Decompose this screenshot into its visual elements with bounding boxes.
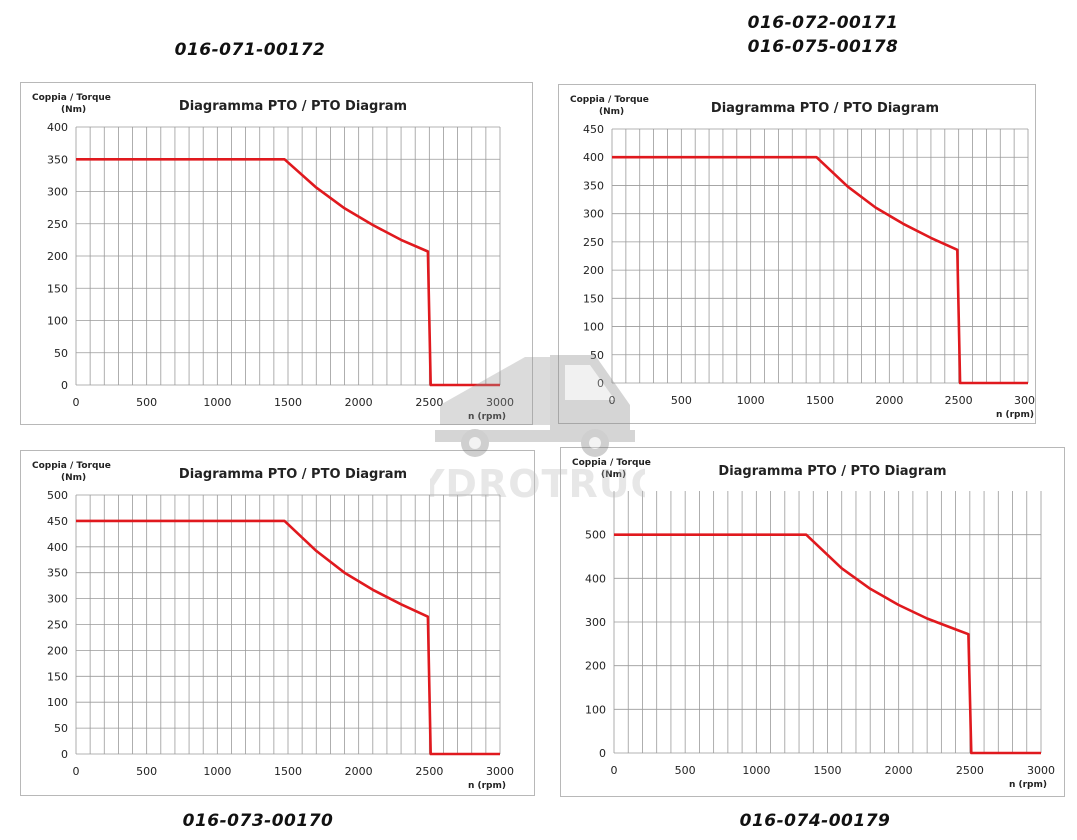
y-axis-label: Coppia / Torque: [32, 461, 111, 471]
x-axis-label: n (rpm): [1009, 780, 1047, 790]
chart-title: Diagramma PTO / PTO Diagram: [718, 464, 946, 479]
torque-curve-line: [76, 158, 500, 387]
x-tick-label: 1000: [737, 394, 765, 407]
pto-chart-panel-4: 0 100 200 300 400 500 0 500 1000 1500 2000 2500 3000…: [560, 447, 1065, 797]
y-tick-label: 0: [61, 379, 68, 392]
y-tick-label: 200: [585, 660, 606, 673]
y-tick-label: 250: [583, 236, 604, 249]
pto-chart-panel-2: 0 50 100 150 200 250 300 350 400 450 0 500 1000 1500 2…: [558, 84, 1036, 424]
pto-chart-svg: 0 100 200 300 400 500 0 500 1000 1500 2000 2500 3000…: [572, 458, 1055, 790]
y-tick-label: 200: [47, 644, 68, 657]
y-tick-label: 300: [585, 616, 606, 629]
y-axis-label: Coppia / Torque: [572, 458, 651, 468]
x-tick-label: 500: [675, 764, 696, 777]
product-code-top-right-1: 016-072-00171: [747, 13, 899, 33]
y-tick-label: 250: [47, 619, 68, 632]
x-tick-label: 2000: [345, 765, 373, 778]
y-tick-label: 400: [47, 541, 68, 554]
chart-title: Diagramma PTO / PTO Diagram: [711, 101, 939, 116]
chart-title: Diagramma PTO / PTO Diagram: [179, 467, 407, 482]
x-axis-label: n (rpm): [996, 410, 1034, 420]
y-tick-label: 100: [47, 315, 68, 328]
y-tick-label: 0: [61, 748, 68, 761]
y-axis-label: Coppia / Torque: [32, 93, 111, 103]
x-tick-label: 2500: [415, 765, 443, 778]
y-tick-label: 0: [599, 747, 606, 760]
y-tick-label: 150: [47, 282, 68, 295]
x-tick-label: 3000: [1014, 394, 1035, 407]
y-tick-label: 0: [597, 377, 604, 390]
y-tick-label: 300: [47, 593, 68, 606]
product-code-bottom-left: 016-073-00170: [182, 811, 334, 831]
x-tick-label: 3000: [486, 396, 514, 409]
y-tick-label: 200: [47, 250, 68, 263]
x-tick-label: 1000: [203, 765, 231, 778]
watermark-truck-logo-icon: HYDROTRUCK: [430, 355, 645, 506]
x-tick-label: 2500: [956, 764, 984, 777]
x-tick-label: 2000: [885, 764, 913, 777]
x-tick-label: 500: [136, 396, 157, 409]
x-tick-label: 2000: [345, 396, 373, 409]
x-tick-label: 2000: [875, 394, 903, 407]
torque-curve-line: [614, 533, 1041, 755]
product-code-bottom-right: 016-074-00179: [739, 811, 891, 831]
y-tick-label: 50: [590, 349, 604, 362]
y-tick-label: 100: [47, 696, 68, 709]
x-tick-label: 1500: [814, 764, 842, 777]
y-axis-unit-label: (Nm): [61, 105, 86, 115]
y-tick-label: 100: [585, 703, 606, 716]
y-axis-unit-label: (Nm): [61, 473, 86, 483]
x-tick-label: 0: [73, 396, 80, 409]
x-tick-label: 500: [671, 394, 692, 407]
y-tick-label: 50: [54, 722, 68, 735]
y-tick-label: 250: [47, 218, 68, 231]
x-tick-label: 0: [73, 765, 80, 778]
y-tick-label: 100: [583, 321, 604, 334]
y-tick-label: 400: [585, 572, 606, 585]
y-tick-label: 200: [583, 264, 604, 277]
x-tick-label: 3000: [1027, 764, 1055, 777]
x-axis-label: n (rpm): [468, 781, 506, 791]
x-tick-label: 1500: [274, 396, 302, 409]
x-tick-label: 1000: [742, 764, 770, 777]
y-tick-label: 50: [54, 347, 68, 360]
x-axis-label: n (rpm): [468, 412, 506, 422]
y-tick-label: 400: [47, 121, 68, 134]
chart-title: Diagramma PTO / PTO Diagram: [179, 99, 407, 114]
y-tick-label: 450: [47, 515, 68, 528]
x-tick-label: 3000: [486, 765, 514, 778]
y-axis-label: Coppia / Torque: [570, 95, 649, 105]
y-tick-label: 300: [47, 186, 68, 199]
torque-curve-line: [612, 155, 1028, 385]
y-tick-label: 150: [583, 292, 604, 305]
x-tick-label: 1500: [806, 394, 834, 407]
x-tick-label: 1000: [203, 396, 231, 409]
product-code-top-left: 016-071-00172: [174, 40, 326, 60]
pto-chart-panel-3: 0 50 100 150 200 250 300 350 400 450 500 0 500 1000 15…: [20, 450, 535, 796]
torque-curve-line: [76, 519, 500, 756]
y-tick-label: 450: [583, 123, 604, 136]
x-tick-label: 2500: [945, 394, 973, 407]
pto-chart-svg: 0 50 100 150 200 250 300 350 400 0 500 1000 1500 2000…: [32, 93, 514, 422]
y-tick-label: 150: [47, 670, 68, 683]
x-tick-label: 500: [136, 765, 157, 778]
y-tick-label: 350: [47, 153, 68, 166]
pto-chart-svg: 0 50 100 150 200 250 300 350 400 450 500 0 500 1000 15…: [32, 461, 514, 791]
y-tick-label: 500: [47, 489, 68, 502]
x-tick-label: 1500: [274, 765, 302, 778]
pto-chart-panel-1: 0 50 100 150 200 250 300 350 400 0 500 1000 1500 2000…: [20, 82, 533, 425]
y-tick-label: 350: [583, 179, 604, 192]
y-tick-label: 400: [583, 151, 604, 164]
y-axis-unit-label: (Nm): [601, 470, 626, 480]
pto-chart-svg: 0 50 100 150 200 250 300 350 400 450 0 500 1000 1500 2…: [570, 95, 1035, 420]
product-code-top-right-2: 016-075-00178: [747, 37, 899, 57]
y-tick-label: 500: [585, 529, 606, 542]
y-tick-label: 300: [583, 208, 604, 221]
x-tick-label: 0: [609, 394, 616, 407]
y-tick-label: 350: [47, 567, 68, 580]
watermark-text: HYDROTRUCK: [430, 462, 645, 506]
x-tick-label: 0: [611, 764, 618, 777]
y-axis-unit-label: (Nm): [599, 107, 624, 117]
x-tick-label: 2500: [415, 396, 443, 409]
